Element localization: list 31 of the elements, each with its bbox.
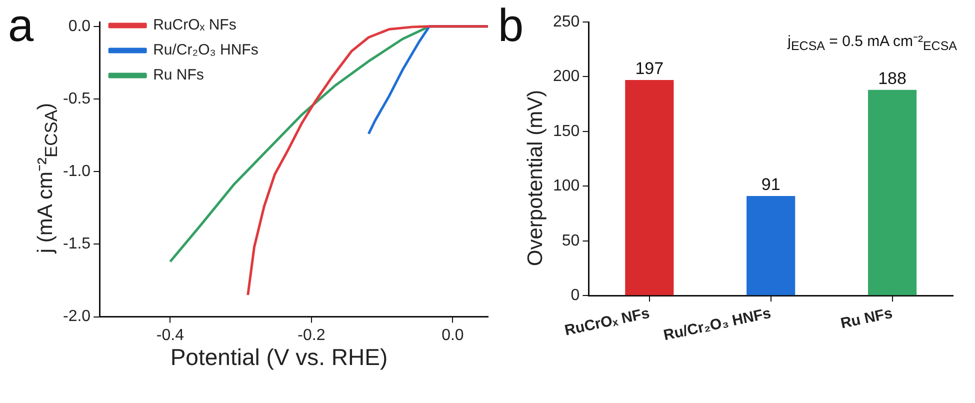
bar [746,196,796,296]
chart-title: b [498,0,524,52]
y-tick-label: -2.0 [62,308,91,326]
annotation: j$_{ECSA}$ = 0.5 mA cm⁻²$_{ECSA}$ [788,32,957,53]
data-label: 91 [761,175,780,194]
y-tick-label: 200 [552,68,580,86]
bar [625,80,674,296]
chart-title: a [8,0,34,52]
x-tick-label: -0.2 [298,326,326,344]
y-tick-label: 250 [552,13,580,30]
x-tick-label: 0.0 [442,326,464,344]
y-tick-label: -1.5 [62,236,91,253]
y-tick-label: 0.0 [68,18,91,35]
data-label: 197 [635,59,664,78]
y-tick-label: 50 [562,232,580,250]
y-tick-label: 0 [570,287,580,304]
y-tick-label: 150 [552,122,580,140]
legend-label: Ru/Cr₂O₃ HNFs [153,42,258,59]
legend-label: RuCrOₓ NFs [153,16,236,34]
x-tick-label: RuCrOₓ NFs [563,304,652,340]
y-tick-label: -0.5 [62,90,91,108]
legend-label: Ru NFs [153,66,204,84]
x-tick-label: -0.4 [156,326,184,344]
data-label: 188 [878,69,906,88]
x-tick-label: Ru/Cr₂O₃ HNFs [662,304,773,344]
y-axis-title: Overpotential (mV) [524,90,548,266]
bar [868,90,917,296]
x-tick-label: Ru NFs [839,304,894,332]
x-axis-title: Potential (V vs. RHE) [169,344,389,371]
y-tick-label: 100 [552,178,580,195]
y-tick-label: -1.0 [62,162,91,180]
